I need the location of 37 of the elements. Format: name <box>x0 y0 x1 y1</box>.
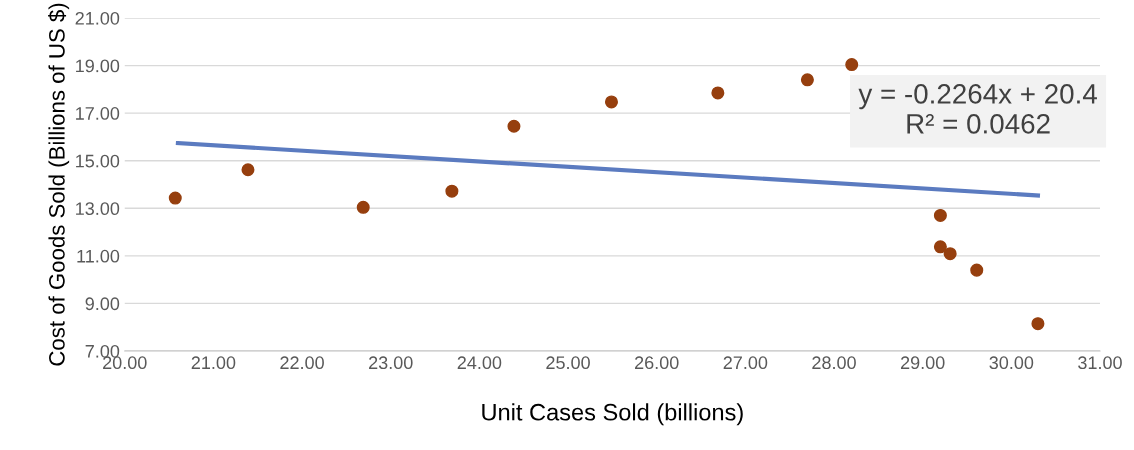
x-tick-label: 28.00 <box>812 356 856 370</box>
x-tick-label: 31.00 <box>1078 356 1122 370</box>
point <box>943 247 957 261</box>
y-axis-title: Cost of Goods Sold (Billions of US $) <box>48 3 70 366</box>
point <box>933 208 947 222</box>
y-tick-label: 9.00 <box>85 297 120 311</box>
x-tick-label: 25.00 <box>546 356 590 370</box>
y-tick-label: 7.00 <box>85 344 120 358</box>
y-tick-label: 17.00 <box>76 107 120 120</box>
point <box>507 119 521 133</box>
y-tick-label: 19.00 <box>76 59 120 73</box>
point <box>168 191 182 205</box>
point <box>241 163 255 177</box>
x-tick-label: 30.00 <box>989 356 1034 370</box>
point <box>356 200 370 214</box>
point <box>604 95 618 109</box>
point <box>933 240 947 254</box>
x-tick-label: 24.00 <box>457 356 502 370</box>
y-tick-label: 21.00 <box>75 11 120 25</box>
x-tick-label: 20.00 <box>103 356 147 370</box>
point <box>845 58 859 72</box>
y-tick-label: 11.00 <box>77 249 120 263</box>
x-tick-label: 27.00 <box>723 356 768 370</box>
x-tick-label: 26.00 <box>635 356 679 370</box>
point <box>445 184 459 198</box>
annotation: y = -0.2264x + 20.4 R² = 0.0462 <box>858 84 1097 134</box>
point <box>970 263 984 277</box>
y-tick-label: 13.00 <box>76 202 120 216</box>
x-tick-label: 22.00 <box>280 356 324 370</box>
x-tick-label: 21.00 <box>191 356 236 370</box>
point <box>1031 317 1045 331</box>
x-axis-title: Unit Cases Sold (billions) <box>482 403 743 426</box>
point <box>800 73 814 87</box>
point <box>711 86 725 100</box>
y-tick-label: 15.00 <box>76 154 120 168</box>
x-tick-label: 29.00 <box>900 356 945 370</box>
x-tick-label: 23.00 <box>369 356 413 370</box>
